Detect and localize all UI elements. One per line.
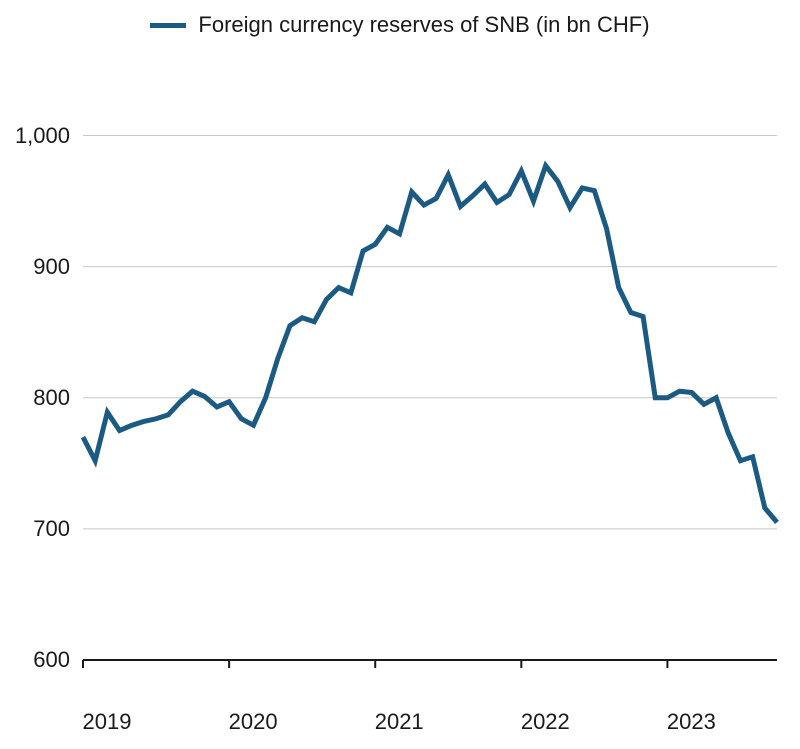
y-tick-label: 700: [5, 516, 70, 542]
y-tick-label: 1,000: [5, 123, 70, 149]
y-tick-label: 900: [5, 254, 70, 280]
y-tick-label: 800: [5, 385, 70, 411]
legend-label: Foreign currency reserves of SNB (in bn …: [198, 12, 649, 38]
plot-area: [75, 60, 785, 700]
snb-reserves-chart: Foreign currency reserves of SNB (in bn …: [0, 0, 800, 749]
x-tick-label: 2023: [667, 709, 716, 735]
y-tick-label: 600: [5, 647, 70, 673]
legend: Foreign currency reserves of SNB (in bn …: [0, 12, 800, 38]
reserves-line-series: [83, 166, 777, 523]
x-tick-label: 2020: [229, 709, 278, 735]
x-tick-label: 2022: [521, 709, 570, 735]
x-tick-label: 2021: [375, 709, 424, 735]
legend-swatch: [150, 23, 186, 28]
x-tick-label: 2019: [83, 709, 132, 735]
